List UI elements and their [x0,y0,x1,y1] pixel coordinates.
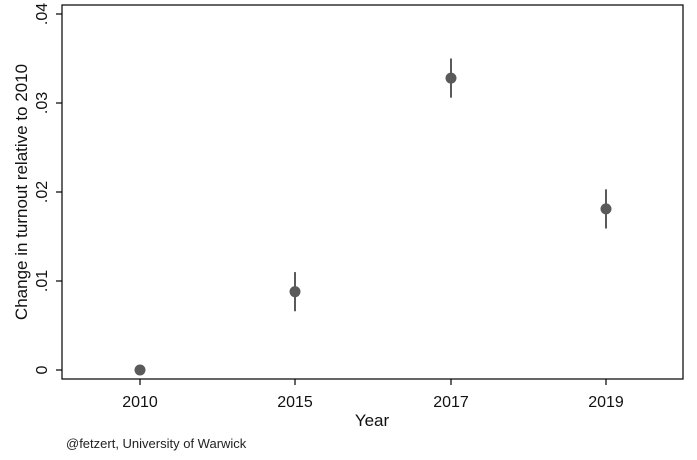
source-credit: @fetzert, University of Warwick [66,436,247,451]
y-tick-label: .01 [34,270,51,292]
y-axis: 0 .01 .02 .03 .04 [34,3,62,374]
y-tick-label: .04 [34,3,51,25]
x-axis: 2010 2015 2017 2019 [122,379,624,411]
data-point [134,364,146,376]
y-tick-label: .03 [34,92,51,114]
x-tick-label: 2015 [277,394,313,411]
data-point [445,72,457,84]
x-axis-title: Year [355,411,390,430]
y-tick-label: 0 [34,365,51,374]
data-point [600,203,612,215]
data-point [289,286,301,298]
plot-area [61,4,684,380]
x-tick-label: 2019 [588,394,624,411]
x-tick-label: 2010 [122,394,158,411]
y-axis-title: Change in turnout relative to 2010 [12,64,31,320]
x-tick-label: 2017 [433,394,469,411]
y-tick-label: .02 [34,181,51,203]
data-marks [134,58,612,376]
